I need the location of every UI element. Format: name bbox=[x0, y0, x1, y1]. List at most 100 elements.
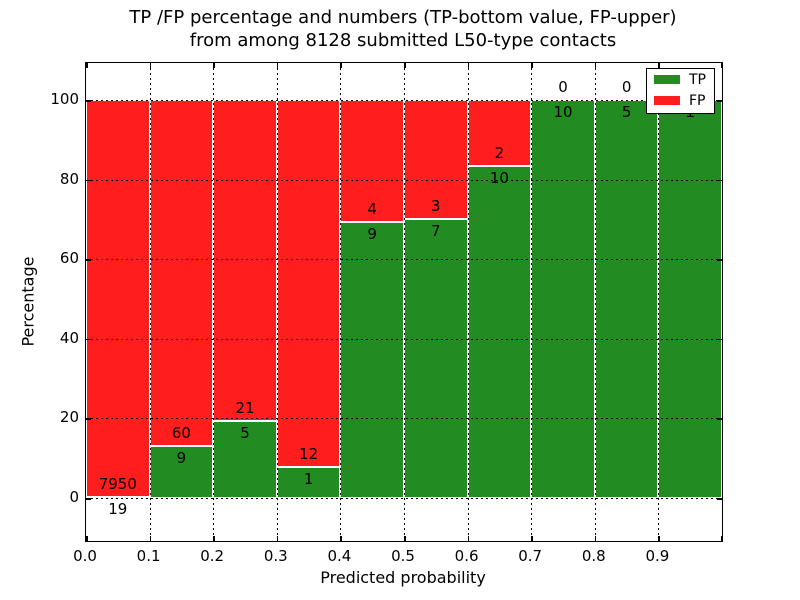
tp-bar-segment bbox=[531, 100, 595, 498]
x-tick bbox=[531, 536, 533, 541]
x-tick-label: 0.9 bbox=[645, 547, 670, 565]
tp-bar-segment bbox=[467, 166, 532, 498]
y-tick bbox=[717, 338, 722, 341]
x-tick-label: 0.8 bbox=[581, 547, 606, 565]
fp-count-label: 2 bbox=[494, 144, 505, 163]
x-tick-label: 0.6 bbox=[454, 547, 479, 565]
chart-title-line2: from among 8128 submitted L50-type conta… bbox=[189, 30, 617, 51]
fp-count-label: 0 bbox=[558, 78, 568, 96]
fp-legend-label: FP bbox=[689, 92, 706, 109]
fp-bar-segment bbox=[86, 100, 150, 498]
fp-count-label: 7950 bbox=[98, 475, 137, 494]
x-tick bbox=[276, 536, 279, 541]
tp-legend-label: TP bbox=[689, 71, 706, 88]
fp-count-label: 4 bbox=[367, 200, 377, 219]
y-tick-label: 40 bbox=[59, 328, 79, 347]
tp-count-label: 10 bbox=[553, 103, 573, 121]
fp-bar-segment bbox=[213, 100, 277, 422]
fp-legend-swatch-icon bbox=[654, 96, 680, 105]
chart-title: TP /FP percentage and numbers (TP-bottom… bbox=[85, 6, 721, 52]
y-tick bbox=[86, 100, 91, 102]
fp-count-label: 3 bbox=[431, 197, 441, 216]
x-tick bbox=[467, 63, 470, 68]
legend-row-tp: TP bbox=[647, 69, 714, 90]
tp-bar-segment bbox=[340, 222, 404, 498]
tp-count-label: 1 bbox=[303, 470, 314, 489]
y-tick bbox=[717, 179, 722, 182]
fp-count-label: 21 bbox=[235, 399, 255, 418]
y-tick bbox=[86, 498, 91, 500]
x-tick-label: 0.0 bbox=[73, 547, 97, 565]
tp-legend-swatch-icon bbox=[654, 75, 680, 84]
y-tick bbox=[86, 418, 91, 420]
fp-count-label: 12 bbox=[299, 445, 319, 464]
x-tick bbox=[149, 536, 152, 541]
tp-count-label: 9 bbox=[367, 225, 377, 244]
x-tick-label: 0.3 bbox=[263, 547, 288, 565]
y-tick bbox=[717, 498, 722, 500]
y-tick-label: 0 bbox=[69, 488, 79, 506]
v-gridline bbox=[149, 63, 151, 541]
y-axis-label: Percentage bbox=[18, 256, 38, 347]
y-tick-label: 20 bbox=[59, 408, 79, 427]
plot-area: 79501960921512149372100100501 TP FP bbox=[85, 62, 723, 542]
chart-title-line1: TP /FP percentage and numbers (TP-bottom… bbox=[129, 7, 677, 28]
x-axis-label: Predicted probability bbox=[320, 568, 486, 587]
x-tick bbox=[404, 63, 406, 68]
y-tick bbox=[717, 418, 722, 420]
x-tick bbox=[404, 536, 406, 541]
x-tick bbox=[276, 63, 279, 68]
tp-count-label: 19 bbox=[108, 500, 128, 519]
x-tick bbox=[594, 63, 597, 68]
fp-bar-segment bbox=[149, 100, 214, 447]
fp-bar-segment bbox=[340, 100, 404, 223]
tp-count-label: 9 bbox=[176, 449, 187, 468]
x-tick bbox=[213, 536, 215, 541]
tp-count-label: 5 bbox=[240, 424, 250, 443]
x-tick bbox=[721, 536, 723, 541]
v-gridline bbox=[658, 63, 660, 541]
x-tick bbox=[721, 63, 723, 68]
x-tick-label: 0.5 bbox=[391, 547, 415, 565]
x-tick bbox=[86, 63, 88, 68]
x-tick-label: 0.7 bbox=[518, 547, 543, 565]
x-tick bbox=[594, 536, 597, 541]
y-tick-label: 80 bbox=[59, 169, 79, 188]
tp-count-label: 7 bbox=[431, 222, 441, 241]
y-tick bbox=[717, 100, 722, 102]
fp-count-label: 0 bbox=[621, 78, 632, 96]
v-gridline bbox=[276, 63, 278, 541]
v-gridline bbox=[594, 63, 596, 541]
x-tick bbox=[213, 63, 215, 68]
tp-bar-segment bbox=[404, 219, 468, 498]
legend: TP FP bbox=[646, 68, 715, 114]
x-tick-label: 0.4 bbox=[327, 547, 352, 565]
tp-bar-segment bbox=[276, 467, 341, 498]
x-tick bbox=[467, 536, 470, 541]
x-tick bbox=[149, 63, 152, 68]
v-gridline bbox=[213, 63, 215, 541]
tp-count-label: 10 bbox=[489, 169, 509, 188]
v-gridline bbox=[467, 63, 469, 541]
tp-count-label: 5 bbox=[621, 103, 632, 121]
x-tick bbox=[658, 63, 660, 68]
y-tick-label: 100 bbox=[50, 90, 79, 108]
y-tick bbox=[717, 259, 722, 261]
fp-count-label: 60 bbox=[171, 424, 191, 443]
tp-bar-segment bbox=[149, 446, 214, 498]
v-gridline bbox=[531, 63, 533, 541]
tp-bar-segment bbox=[658, 100, 722, 498]
y-tick-label: 60 bbox=[59, 249, 79, 268]
x-tick-label: 0.2 bbox=[200, 547, 225, 565]
v-gridline bbox=[340, 63, 342, 541]
x-tick bbox=[658, 536, 660, 541]
tp-bar-segment bbox=[594, 100, 659, 498]
x-tick bbox=[340, 536, 342, 541]
x-tick bbox=[531, 63, 533, 68]
fp-bar-segment bbox=[276, 100, 341, 468]
x-tick bbox=[86, 536, 88, 541]
v-gridline bbox=[404, 63, 405, 541]
y-tick bbox=[86, 338, 91, 341]
y-tick bbox=[86, 179, 91, 182]
